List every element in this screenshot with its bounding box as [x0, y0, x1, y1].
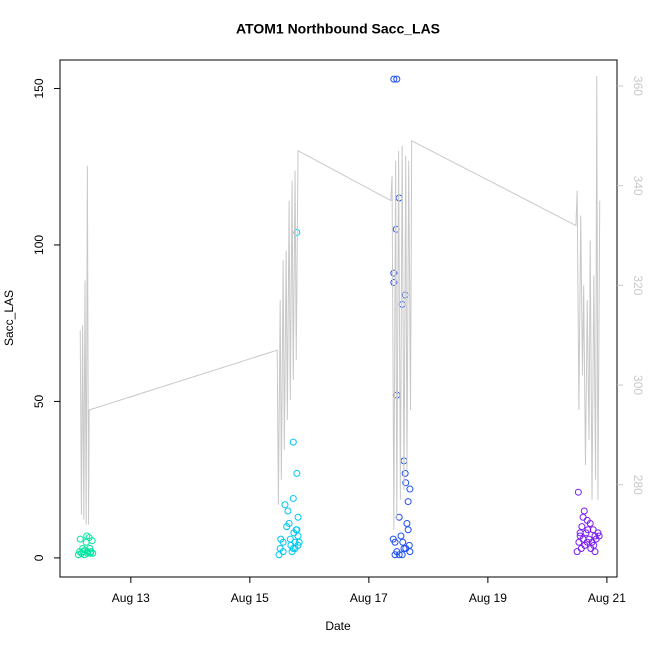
point	[293, 526, 301, 534]
point	[402, 479, 410, 487]
point	[397, 532, 405, 540]
point	[393, 75, 401, 83]
point	[584, 526, 592, 534]
y2-tick-label: 320	[631, 275, 645, 295]
x-axis-label: Date	[325, 619, 351, 633]
point	[79, 548, 87, 556]
point	[404, 498, 412, 506]
point	[390, 75, 398, 83]
point	[406, 548, 414, 556]
line	[79, 75, 601, 530]
y-tick-label: 0	[32, 554, 46, 561]
point	[293, 469, 301, 477]
point	[591, 532, 599, 540]
point	[279, 548, 287, 556]
point	[589, 526, 597, 534]
point	[398, 551, 406, 559]
point	[391, 538, 399, 546]
point	[398, 300, 406, 308]
point	[76, 535, 84, 543]
point	[575, 538, 583, 546]
y2-tick-label: 360	[631, 76, 645, 96]
point	[395, 551, 403, 559]
point	[289, 438, 297, 446]
y2-tick-label: 340	[631, 176, 645, 196]
point	[390, 279, 398, 287]
y-tick-label: 150	[32, 78, 46, 98]
point	[294, 513, 302, 521]
point	[399, 538, 407, 546]
x-tick-label: Aug 19	[469, 591, 507, 605]
point	[391, 551, 399, 559]
y-tick-label: 50	[32, 394, 46, 408]
chart-title: ATOM1 Northbound Sacc_LAS	[236, 21, 440, 37]
point	[574, 488, 582, 496]
point	[591, 548, 599, 556]
point	[281, 501, 289, 509]
point	[395, 513, 403, 521]
point	[576, 529, 584, 537]
point	[285, 519, 293, 527]
point	[390, 269, 398, 277]
point	[289, 494, 297, 502]
point	[295, 538, 303, 546]
point	[291, 545, 299, 553]
point	[279, 538, 287, 546]
y-tick-label: 100	[32, 235, 46, 255]
plot-frame	[59, 59, 618, 578]
x-tick-label: Aug 17	[350, 591, 388, 605]
point	[89, 549, 97, 557]
x-tick-label: Aug 21	[588, 591, 626, 605]
point	[403, 519, 411, 527]
y2-tick-label: 280	[631, 475, 645, 495]
point	[87, 548, 95, 556]
point	[583, 516, 591, 524]
point	[580, 507, 588, 515]
x-tick-label: Aug 15	[231, 591, 269, 605]
point	[573, 548, 581, 556]
point	[404, 526, 412, 534]
point	[401, 469, 409, 477]
y2-tick-label: 300	[631, 375, 645, 395]
y-axis-label: Sacc_LAS	[2, 290, 16, 346]
point	[579, 513, 587, 521]
point	[406, 485, 414, 493]
point	[583, 538, 591, 546]
point	[275, 551, 283, 559]
point	[578, 523, 586, 531]
x-tick-label: Aug 13	[112, 591, 150, 605]
point	[88, 537, 96, 545]
point	[402, 545, 410, 553]
point	[595, 532, 603, 540]
point	[294, 532, 302, 540]
point	[284, 507, 292, 515]
